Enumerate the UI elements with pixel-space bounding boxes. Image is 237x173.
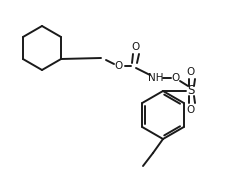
Text: NH: NH <box>148 73 164 83</box>
Text: O: O <box>172 73 180 83</box>
Text: O: O <box>132 42 140 52</box>
Text: O: O <box>187 67 195 77</box>
Text: O: O <box>187 105 195 115</box>
Text: O: O <box>115 61 123 71</box>
Text: S: S <box>187 84 195 98</box>
